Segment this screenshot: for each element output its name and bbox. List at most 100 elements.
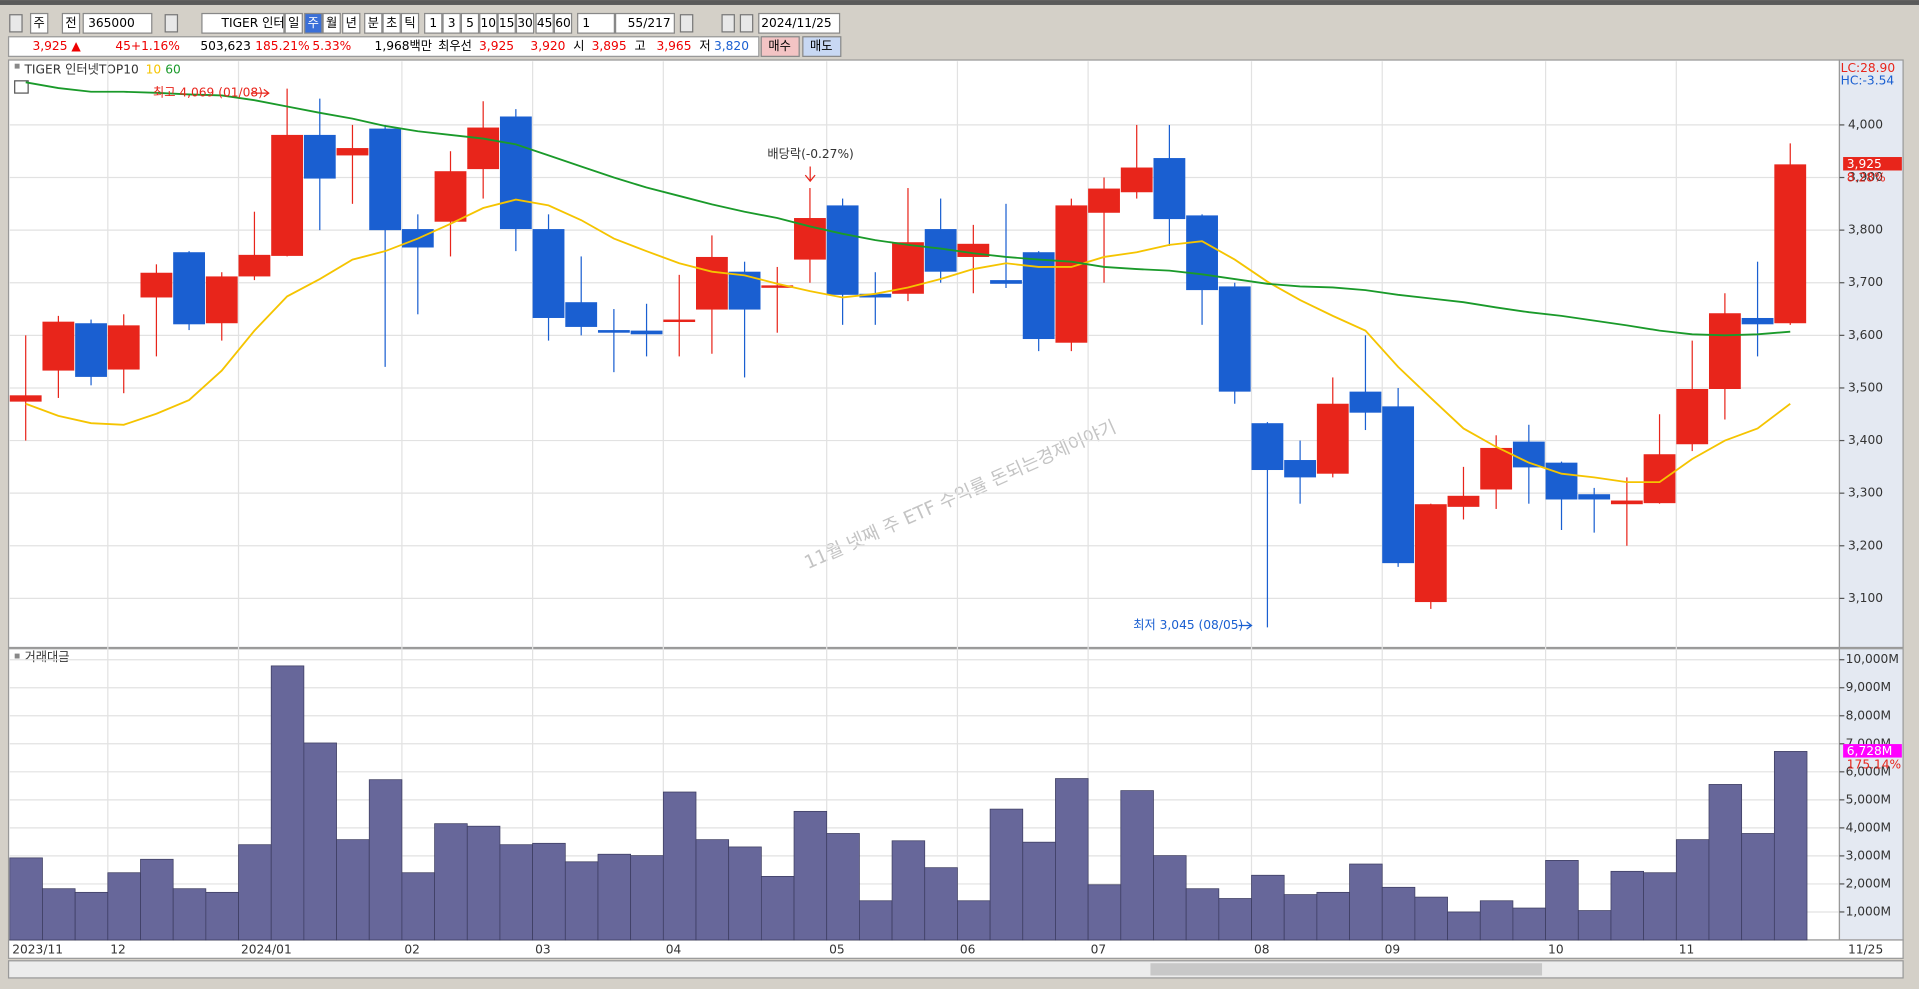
quote-value: 5.33% — [312, 39, 351, 53]
volume-bar — [597, 853, 632, 941]
toolbar-button[interactable] — [82, 12, 153, 34]
toolbar-button[interactable] — [342, 12, 361, 34]
toolbar-label[interactable]: 2024/11/25 — [761, 16, 831, 30]
toolbar-label[interactable]: 1 — [429, 16, 437, 30]
x-tick-label: 10 — [1548, 942, 1564, 956]
toolbar-label[interactable]: 일 — [288, 16, 299, 30]
toolbar-button[interactable] — [201, 12, 285, 34]
toolbar-button[interactable] — [577, 12, 615, 34]
toolbar-button[interactable] — [29, 12, 49, 34]
table-icon[interactable] — [14, 80, 29, 94]
ma-line — [25, 81, 1791, 337]
toolbar-label[interactable]: 60 — [555, 16, 571, 30]
volume-bar — [1120, 790, 1154, 941]
scroll-thumb[interactable] — [1150, 963, 1543, 976]
quote-value: 3,965 — [656, 39, 691, 53]
toolbar-icon[interactable] — [739, 14, 754, 33]
volume-bar — [859, 900, 893, 941]
y-tick-label: 10,000M — [1846, 652, 1899, 666]
annotation: 배당락(-0.27%) — [767, 147, 853, 161]
toolbar-label[interactable]: 55/217 — [628, 16, 671, 30]
candle-body — [1774, 164, 1807, 324]
x-end-label: 11/25 — [1848, 942, 1883, 956]
scrollbar[interactable] — [7, 960, 1904, 979]
volume-bar — [564, 861, 599, 941]
candle-body — [434, 171, 467, 222]
toolbar-label[interactable]: 45 — [537, 16, 553, 30]
toolbar-button[interactable] — [322, 12, 341, 34]
toolbar-button[interactable] — [535, 12, 554, 34]
toolbar-label[interactable]: 주 — [34, 16, 45, 30]
candle-body — [1643, 454, 1676, 504]
y-tick-label: 5,000M — [1846, 792, 1892, 806]
toolbar-label[interactable]: 월 — [326, 16, 337, 30]
toolbar-button[interactable] — [304, 12, 323, 34]
candle-body — [826, 205, 859, 295]
candle-body — [1610, 500, 1643, 505]
order-button[interactable] — [760, 36, 800, 57]
toolbar-button[interactable] — [460, 12, 480, 34]
toolbar-label[interactable]: 주 — [308, 16, 319, 30]
x-tick-label: 07 — [1091, 942, 1107, 956]
candle-body — [532, 229, 565, 318]
toolbar-button[interactable] — [479, 12, 498, 34]
volume-bar — [891, 840, 926, 941]
candle-body — [1545, 462, 1578, 500]
toolbar-label[interactable]: 5 — [466, 16, 474, 30]
volume-bar — [1414, 896, 1448, 941]
volume-bar — [303, 742, 337, 941]
toolbar-label[interactable]: 15 — [499, 16, 515, 30]
toolbar-icon[interactable] — [679, 14, 694, 33]
candle-body — [1708, 313, 1741, 390]
x-tick-label: 08 — [1254, 942, 1270, 956]
volume-bar — [793, 810, 828, 941]
quote-value: 3,925 — [479, 39, 514, 53]
toolbar-button[interactable] — [400, 12, 420, 34]
toolbar-icon[interactable] — [721, 14, 735, 33]
toolbar-label[interactable]: 365000 — [88, 16, 135, 30]
x-axis-panel — [7, 939, 1904, 959]
toolbar-button[interactable] — [424, 12, 443, 34]
quote-value: 503,623 — [200, 39, 251, 53]
toolbar-button[interactable] — [497, 12, 516, 34]
volume-title: 거래대금 — [24, 650, 69, 664]
volume-bar — [924, 867, 958, 941]
toolbar-button[interactable] — [284, 12, 303, 34]
toolbar-button[interactable] — [758, 12, 841, 34]
order-button[interactable] — [802, 36, 842, 57]
toolbar-label[interactable]: 초 — [386, 16, 397, 30]
toolbar-button[interactable] — [61, 12, 81, 34]
toolbar-button[interactable] — [442, 12, 461, 34]
toolbar-button[interactable] — [553, 12, 573, 34]
toolbar-button[interactable] — [364, 12, 383, 34]
y-tick-label: 3,900 — [1848, 170, 1883, 184]
toolbar-label[interactable]: 3 — [448, 16, 456, 30]
value-tag-label: 6,728M — [1847, 744, 1893, 758]
toolbar-label[interactable]: 10 — [481, 16, 497, 30]
toolbar-label[interactable]: 1 — [582, 16, 590, 30]
volume-bar — [630, 855, 664, 941]
candle-body — [107, 325, 140, 370]
candle-body — [75, 323, 107, 377]
toolbar-label[interactable]: 30 — [517, 16, 533, 30]
candle-body — [336, 148, 369, 156]
toolbar-button[interactable] — [515, 12, 535, 34]
candle-body — [1414, 504, 1447, 603]
toolbar-button[interactable] — [614, 12, 675, 34]
toolbar-label[interactable]: 틱 — [404, 16, 415, 30]
toolbar-label[interactable]: 년 — [346, 16, 357, 30]
y-tick-label: 3,100 — [1848, 591, 1883, 605]
candle-body — [565, 302, 598, 327]
toolbar-icon[interactable] — [164, 14, 179, 33]
toolbar-icon[interactable] — [9, 14, 23, 33]
toolbar-label[interactable]: 전 — [65, 16, 76, 30]
toolbar-label[interactable]: 분 — [368, 16, 379, 30]
quote-value: 저 — [699, 39, 710, 53]
candle-body — [499, 116, 532, 230]
quote-value: 1,968백만 — [375, 39, 432, 53]
toolbar-button[interactable] — [382, 12, 401, 34]
order-label[interactable]: 매수 — [768, 39, 790, 53]
order-label[interactable]: 매도 — [810, 39, 832, 53]
toolbar-label[interactable]: TIGER 인터 — [221, 16, 285, 30]
price-axis-panel — [1838, 59, 1904, 649]
